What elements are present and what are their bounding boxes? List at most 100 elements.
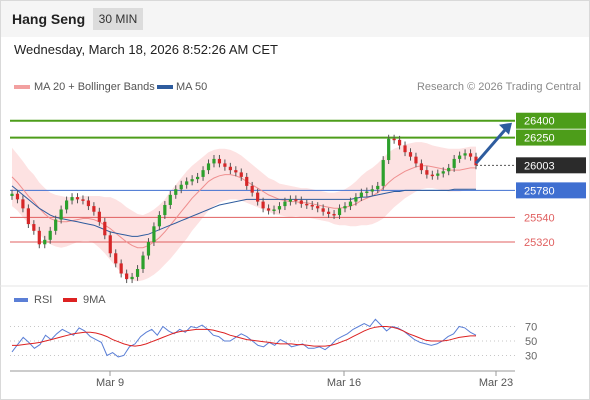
- candle-body-down: [425, 170, 429, 175]
- legend-label-rsi: RSI: [34, 294, 53, 306]
- candle: [168, 190, 172, 209]
- candle: [146, 238, 151, 260]
- candle-body-down: [261, 201, 265, 209]
- candle-body-down: [119, 263, 123, 274]
- candle: [370, 185, 374, 196]
- candle-body-up: [463, 153, 467, 156]
- candle: [245, 172, 249, 190]
- candle-body-down: [37, 230, 41, 245]
- candle: [277, 202, 282, 214]
- candle: [179, 180, 183, 194]
- candle-body-up: [185, 181, 189, 185]
- candle: [217, 154, 222, 168]
- candle-body-up: [43, 239, 47, 245]
- candle: [327, 207, 331, 218]
- rsi-9ma-line: [12, 326, 476, 347]
- candle-body-up: [441, 171, 445, 174]
- legend-label-9ma: 9MA: [83, 294, 106, 306]
- candle-body-up: [146, 242, 151, 256]
- candle-body-down: [125, 273, 129, 280]
- candle: [163, 201, 167, 220]
- candle-body-down: [403, 145, 407, 153]
- candle-body-up: [376, 185, 380, 190]
- candle: [135, 265, 140, 281]
- candle-body-down: [21, 199, 25, 209]
- candle: [59, 205, 63, 224]
- candle: [157, 211, 161, 231]
- candle: [441, 167, 445, 178]
- timeframe-badge[interactable]: 30 MIN: [93, 8, 143, 30]
- rsi-tick-label: 30: [525, 351, 537, 363]
- candle-body-down: [217, 158, 222, 164]
- candle-body-down: [108, 235, 112, 254]
- last-price-box: [516, 157, 586, 174]
- candle-body-up: [354, 197, 358, 202]
- candle-body-down: [86, 200, 91, 207]
- candle-body-up: [381, 160, 385, 186]
- candle: [64, 196, 69, 214]
- candle: [152, 222, 156, 246]
- candle-body-down: [15, 193, 20, 200]
- candle: [266, 204, 271, 215]
- level-box-26400: [516, 112, 586, 129]
- candle-body-up: [212, 158, 216, 164]
- candle-body-down: [332, 213, 336, 216]
- candle: [447, 163, 451, 176]
- candle: [288, 195, 292, 206]
- candle-body-up: [10, 193, 14, 196]
- candle: [294, 195, 298, 205]
- candle: [414, 152, 418, 168]
- ma20-line: [11, 165, 476, 249]
- candle: [114, 249, 118, 268]
- candle-body-down: [250, 185, 254, 193]
- candle: [190, 175, 194, 186]
- level-label-25540: 25540: [524, 212, 555, 224]
- candle: [354, 193, 358, 206]
- candle: [272, 205, 276, 215]
- candle: [108, 231, 112, 258]
- candle: [397, 135, 402, 150]
- x-tick-label: Mar 16: [327, 377, 361, 389]
- candle: [201, 166, 205, 181]
- candle: [119, 259, 123, 278]
- candle: [343, 202, 347, 213]
- candle-body-down: [294, 199, 298, 201]
- forecast-arrow-shaft: [474, 127, 508, 165]
- candle-body-up: [370, 189, 374, 192]
- candle: [468, 149, 473, 161]
- candle: [463, 149, 467, 160]
- candle: [419, 159, 424, 175]
- candle: [256, 188, 260, 206]
- candle: [305, 199, 309, 209]
- candle-body-down: [392, 138, 396, 141]
- research-credit: Research © 2026 Trading Central: [416, 81, 581, 93]
- legend-swatch-rsi: [14, 298, 28, 302]
- candle: [408, 148, 413, 161]
- candle-body-up: [179, 184, 183, 190]
- candle-body-down: [103, 221, 107, 236]
- candle: [337, 204, 342, 220]
- candle: [81, 195, 85, 205]
- candle: [97, 207, 101, 226]
- candle: [185, 177, 189, 189]
- level-box-26250: [516, 129, 586, 146]
- last-price-label: 26003: [524, 160, 555, 172]
- candle-body-down: [234, 170, 238, 173]
- candle: [310, 201, 314, 211]
- candle: [37, 226, 41, 249]
- candle: [54, 215, 58, 235]
- candle-body-up: [59, 209, 63, 220]
- candle: [261, 197, 265, 213]
- candle-body-down: [305, 203, 309, 206]
- candle-body-down: [266, 208, 271, 211]
- candle: [75, 193, 80, 204]
- candle: [196, 172, 200, 184]
- candle: [212, 154, 216, 168]
- candle-body-up: [201, 170, 205, 177]
- candle-body-up: [387, 138, 391, 161]
- candle-body-up: [190, 179, 194, 182]
- candle-body-down: [321, 208, 325, 212]
- candle-body-up: [152, 226, 156, 243]
- candle: [332, 210, 336, 220]
- candle: [316, 202, 320, 213]
